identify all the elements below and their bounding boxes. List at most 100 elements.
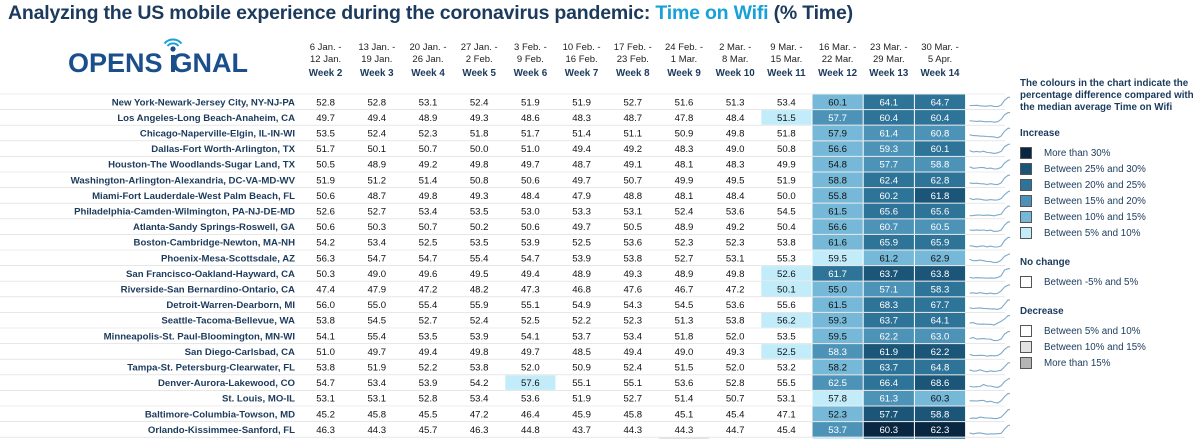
heatmap-cell: [812, 172, 863, 188]
cell-value: 53.8: [726, 316, 745, 327]
sparkline: [969, 299, 1010, 310]
column-date-start: 30 Mar. -: [921, 42, 959, 53]
heatmap-cell: [761, 156, 812, 172]
heatmap-cell: [300, 390, 351, 406]
cell-value: 51.7: [316, 144, 335, 155]
heatmap-cell: [300, 203, 351, 219]
heatmap-cell: [607, 328, 658, 344]
heatmap-cell: [710, 281, 761, 297]
heatmap-cell: [812, 375, 863, 390]
cell-value: 57.6: [521, 378, 540, 389]
cell-value: 59.5: [828, 253, 847, 264]
cell-value: 54.5: [367, 316, 386, 327]
heatmap-cell: [300, 219, 351, 234]
heatmap-cell: [812, 344, 863, 359]
heatmap-cell: [812, 359, 863, 375]
heatmap-cell: [556, 141, 607, 156]
column-date-start: 10 Feb. -: [563, 42, 601, 53]
heatmap-cell: [556, 94, 607, 110]
heatmap-cell: [863, 390, 914, 406]
heatmap-cell: [351, 141, 402, 156]
row-city-label: Los Angeles-Long Beach-Anaheim, CA: [117, 113, 295, 124]
heatmap-cell: [454, 125, 505, 141]
opensignal-logo: OPENS GNAL: [68, 38, 248, 78]
sparkline: [969, 330, 1010, 342]
cell-value: 55.0: [828, 285, 847, 296]
cell-value: 43.7: [572, 425, 591, 436]
heatmap-cell: [914, 172, 966, 188]
heatmap-cell: [402, 390, 454, 406]
sparkline: [969, 408, 1010, 420]
heatmap-cell: [607, 188, 658, 203]
heatmap-cell: [454, 297, 505, 312]
heatmap-cell: [710, 437, 761, 439]
cell-value: 50.7: [419, 222, 438, 233]
cell-value: 45.8: [623, 409, 642, 420]
legend-swatch: [1020, 357, 1032, 369]
heatmap-cell: [402, 203, 454, 219]
column-date-end: 2 Feb.: [466, 54, 493, 65]
heatmap-cell: [710, 375, 761, 390]
legend-swatch: [1020, 179, 1032, 191]
heatmap-cell: [607, 156, 658, 172]
heatmap-cell: [300, 422, 351, 437]
cell-value: 58.3: [828, 347, 847, 358]
sparkline: [969, 253, 1010, 264]
column-date-end: 23 Feb.: [617, 54, 649, 65]
cell-value: 52.5: [572, 238, 591, 249]
legend-nochange-title: No change: [1020, 257, 1071, 268]
heatmap-cell: [914, 359, 966, 375]
cell-value: 51.2: [367, 175, 386, 186]
heatmap-cell: [556, 110, 607, 125]
cell-value: 47.9: [367, 285, 386, 296]
cell-value: 55.0: [367, 300, 386, 311]
cell-value: 68.3: [879, 300, 898, 311]
heatmap-cell: [710, 328, 761, 344]
legend-label: Between 10% and 15%: [1044, 211, 1146, 223]
column-week-label: Week 5: [462, 68, 496, 79]
legend: The colours in the chart indicate the pe…: [1020, 78, 1195, 371]
heatmap-cell: [607, 250, 658, 266]
column-date-end: 22 Mar.: [822, 54, 854, 65]
heatmap-cell: [300, 359, 351, 375]
heatmap-cell: [761, 110, 812, 125]
heatmap-cell: [505, 203, 556, 219]
cell-value: 52.5: [777, 347, 796, 358]
heatmap-cell: [710, 359, 761, 375]
cell-value: 60.3: [879, 425, 898, 436]
cell-value: 51.8: [777, 129, 796, 140]
heatmap-cell: [812, 437, 863, 439]
heatmap-cell: [710, 312, 761, 328]
heatmap-cell: [710, 297, 761, 312]
heatmap-cell: [658, 344, 710, 359]
sparkline: [969, 236, 1010, 248]
heatmap-cell: [812, 188, 863, 203]
heatmap-cell: [607, 125, 658, 141]
column-week-label: Week 8: [616, 68, 650, 79]
cell-value: 48.9: [419, 113, 438, 124]
column-week-label: Week 7: [565, 68, 599, 79]
heatmap-cell: [710, 406, 761, 422]
cell-value: 49.8: [726, 269, 745, 280]
column-date-start: 2 Mar. -: [719, 42, 751, 53]
column-date-start: 20 Jan. -: [410, 42, 447, 53]
cell-value: 48.4: [726, 191, 745, 202]
heatmap-cell: [863, 156, 914, 172]
cell-value: 53.7: [828, 425, 847, 436]
legend-decrease-list: Between 5% and 10% Between 10% and 15% Mor…: [1020, 323, 1195, 371]
legend-note: The colours in the chart indicate the pe…: [1020, 78, 1194, 113]
heatmap-cell: [863, 250, 914, 266]
heatmap-cell: [914, 266, 966, 281]
heatmap-cell: [914, 156, 966, 172]
cell-value: 49.0: [726, 144, 745, 155]
heatmap-cell: [402, 406, 454, 422]
heatmap-cell: [351, 266, 402, 281]
cell-value: 49.4: [419, 347, 438, 358]
cell-value: 57.7: [879, 409, 898, 420]
column-week-label: Week 10: [716, 68, 756, 79]
cell-value: 48.4: [726, 113, 745, 124]
heatmap-cell: [454, 328, 505, 344]
heatmap-cell: [556, 281, 607, 297]
heatmap-cell: [863, 328, 914, 344]
cell-value: 53.1: [316, 394, 335, 405]
